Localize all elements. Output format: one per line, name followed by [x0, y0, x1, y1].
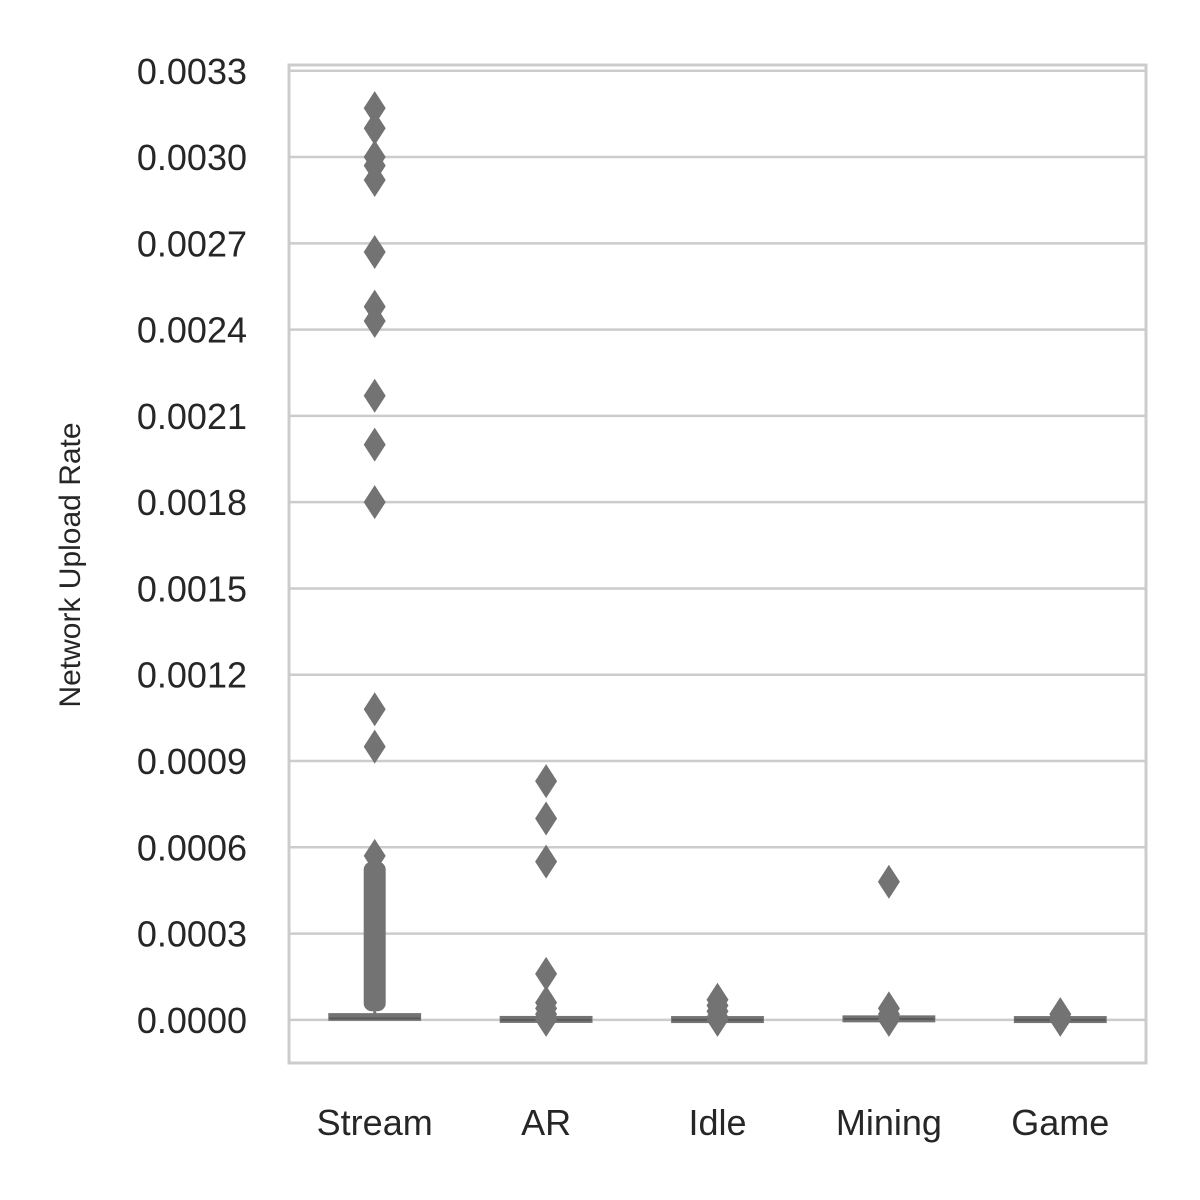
- outlier-point: [535, 1002, 558, 1037]
- y-tick-label: 0.0021: [137, 396, 247, 437]
- y-tick-label: 0.0012: [137, 655, 247, 696]
- y-axis-title: Network Upload Rate: [54, 422, 87, 707]
- y-tick-label: 0.0024: [137, 310, 247, 351]
- y-tick-label: 0.0000: [137, 1000, 247, 1041]
- box-idle: [671, 982, 764, 1037]
- box-ar: [499, 764, 593, 1037]
- outlier-point: [1049, 1002, 1072, 1037]
- y-tick-label: 0.0027: [137, 223, 247, 264]
- outlier-point: [363, 729, 386, 764]
- outlier-point: [363, 485, 386, 520]
- outlier-point: [363, 91, 386, 126]
- box-series: [328, 91, 1107, 1037]
- y-tick-labels: 0.0000 0.0003 0.0006 0.0009 0.0012 0.0015 0.00…: [137, 51, 247, 1041]
- grid-lines: [289, 69, 1146, 1022]
- x-tick-label: Idle: [688, 1102, 746, 1143]
- x-tick-label: Stream: [317, 1102, 433, 1143]
- outlier-point: [535, 801, 558, 836]
- box-iqr: [328, 1013, 422, 1021]
- y-tick-label: 0.0030: [137, 137, 247, 178]
- outlier-point: [535, 764, 558, 799]
- outlier-point: [535, 844, 558, 879]
- outlier-point: [363, 692, 386, 727]
- dense-outlier-cluster: [363, 861, 386, 1012]
- y-tick-label: 0.0018: [137, 482, 247, 523]
- outlier-point: [535, 956, 558, 991]
- box-stream: [328, 91, 422, 1021]
- box-game: [1013, 997, 1107, 1037]
- box-mining: [842, 864, 936, 1037]
- x-tick-labels: Stream AR Idle Mining Game: [317, 1102, 1110, 1143]
- outlier-point: [363, 427, 386, 462]
- outlier-point: [363, 234, 386, 269]
- outlier-point: [706, 1002, 729, 1037]
- plot-frame: [287, 63, 1148, 1065]
- outlier-point: [363, 378, 386, 413]
- x-tick-label: AR: [521, 1102, 571, 1143]
- y-tick-label: 0.0033: [137, 51, 247, 92]
- outlier-point: [363, 163, 386, 198]
- y-tick-label: 0.0015: [137, 568, 247, 609]
- outlier-point: [877, 864, 900, 899]
- outlier-point: [363, 111, 386, 146]
- outlier-point: [363, 838, 386, 873]
- x-tick-label: Mining: [836, 1102, 942, 1143]
- y-tick-label: 0.0006: [137, 827, 247, 868]
- outlier-point: [363, 303, 386, 338]
- y-tick-label: 0.0009: [137, 741, 247, 782]
- outlier-point: [877, 1002, 900, 1037]
- x-tick-label: Game: [1011, 1102, 1109, 1143]
- y-tick-label: 0.0003: [137, 914, 247, 955]
